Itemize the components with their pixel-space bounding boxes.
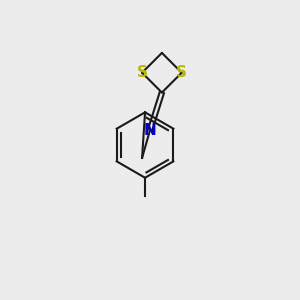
Text: S: S (136, 65, 148, 80)
Text: S: S (176, 65, 187, 80)
Text: N: N (144, 123, 156, 138)
